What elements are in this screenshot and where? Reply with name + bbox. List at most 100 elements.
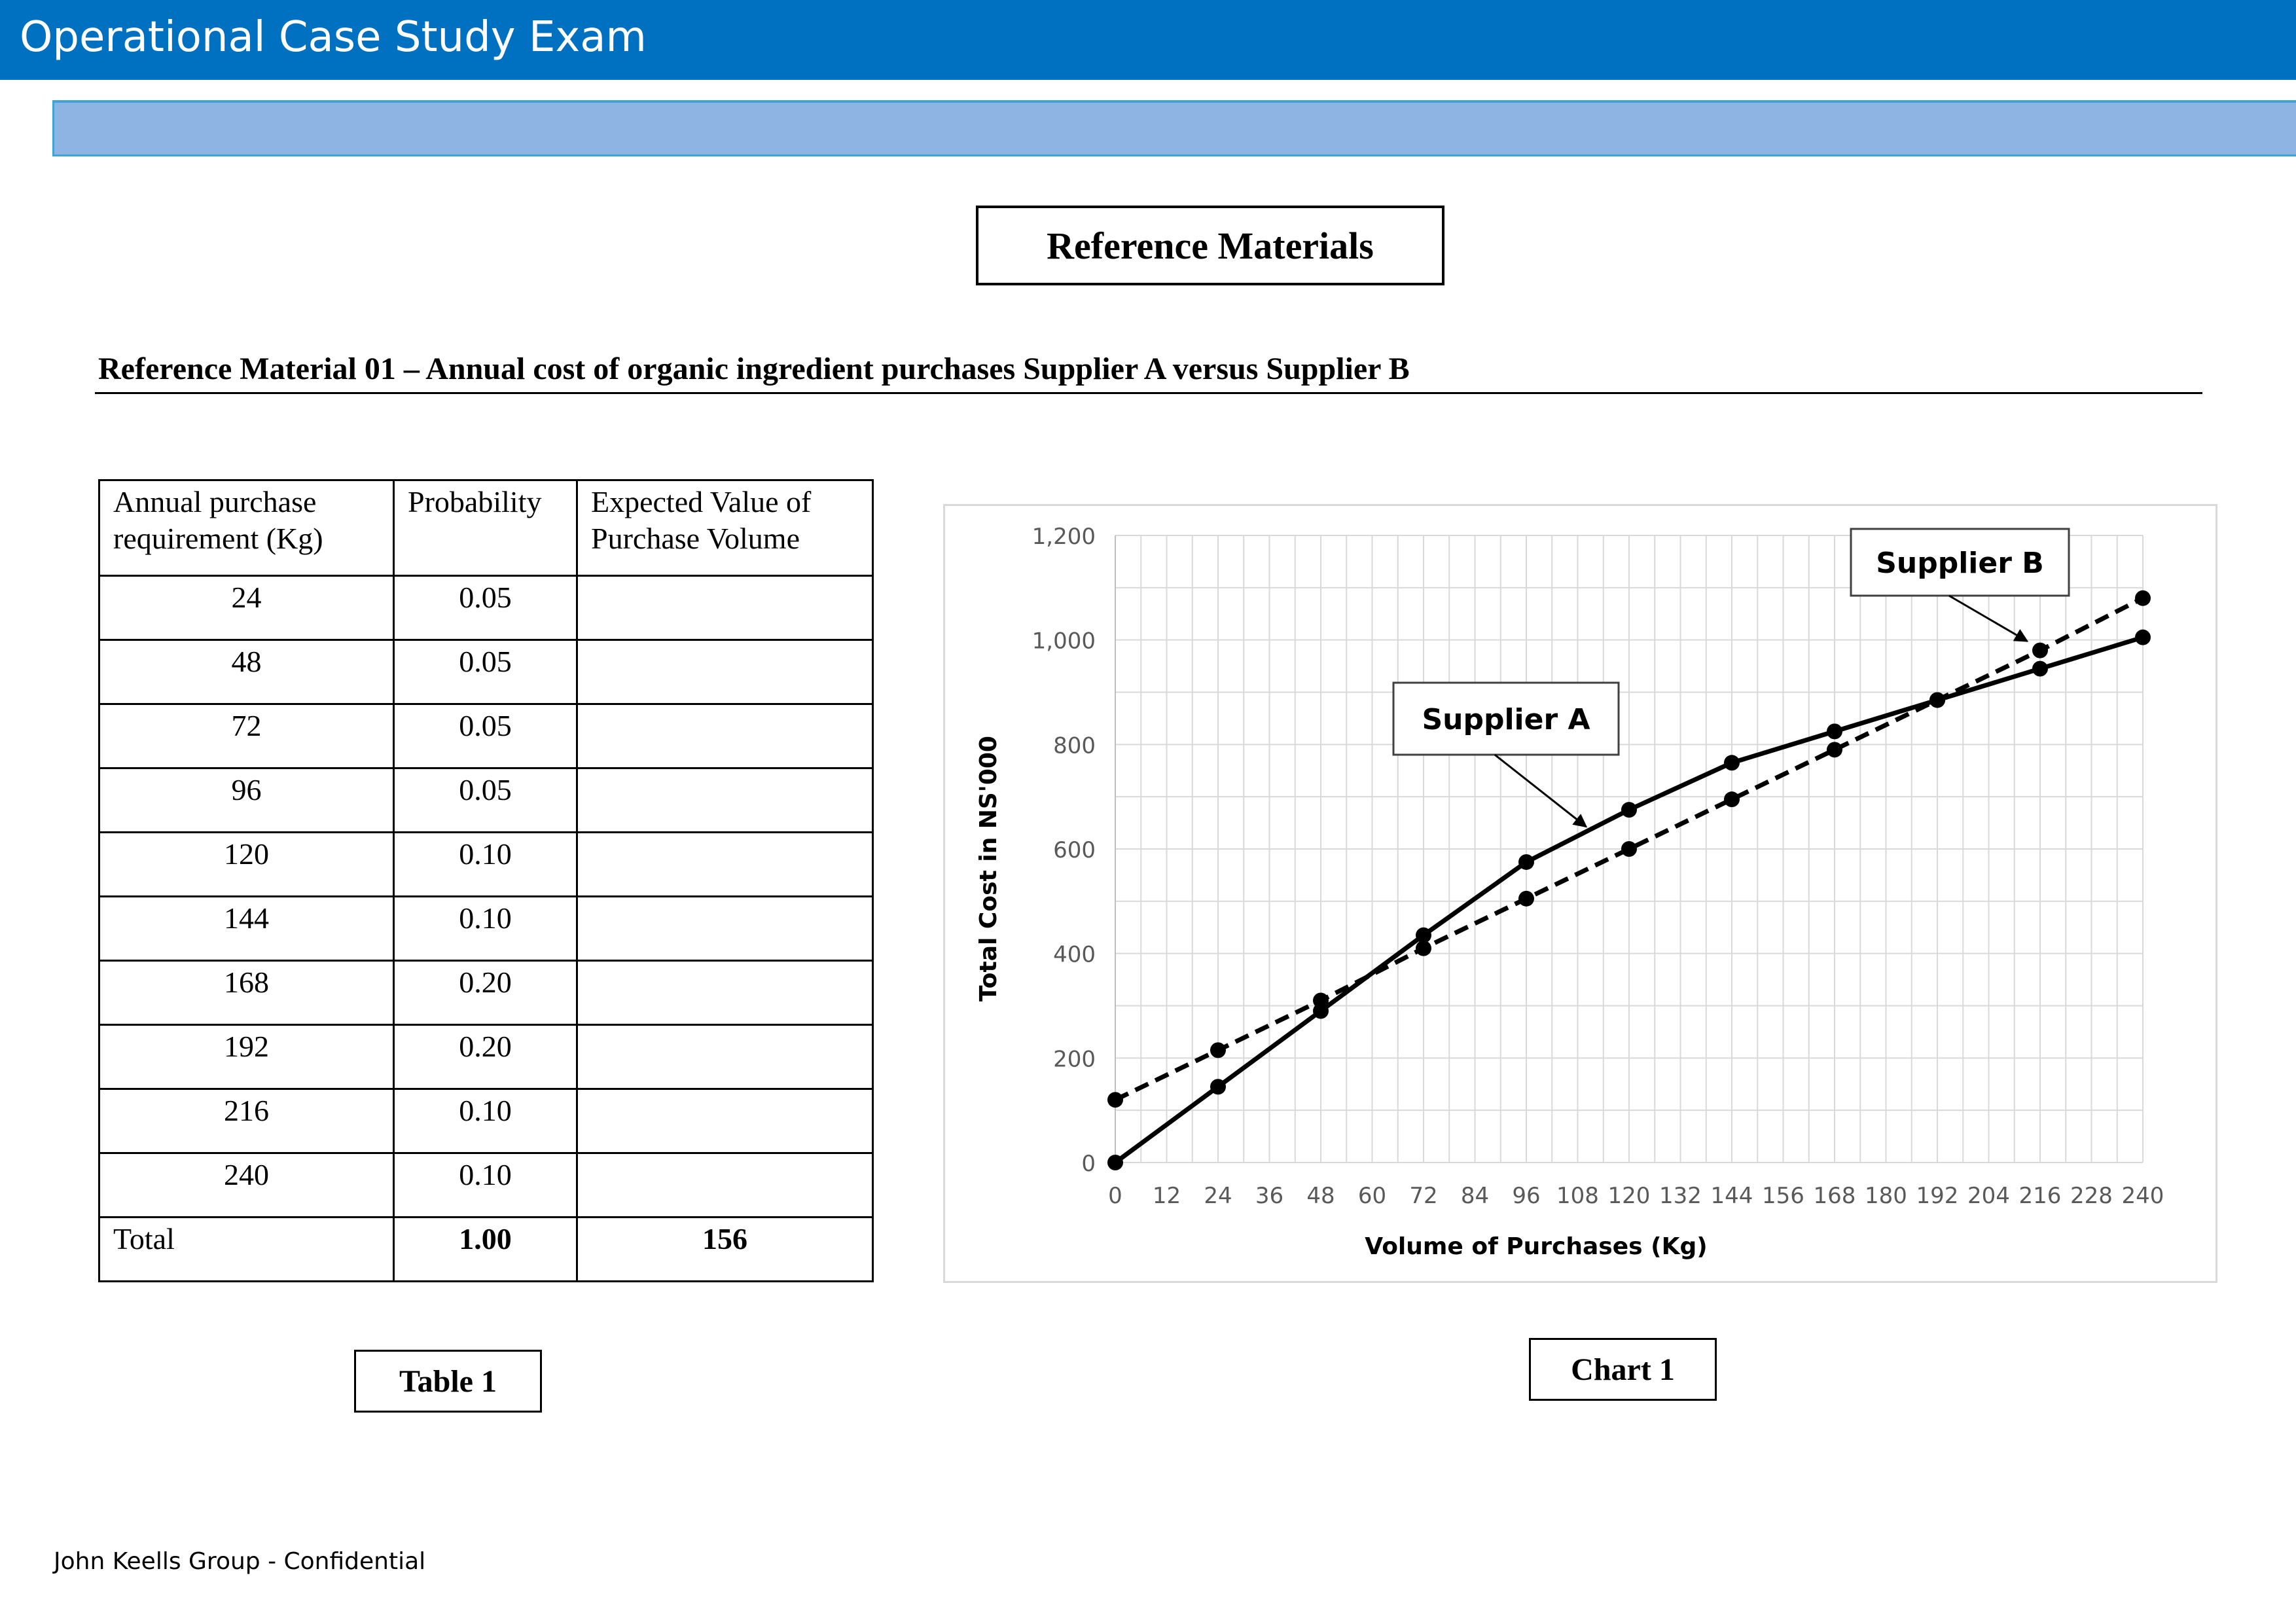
probability-table: Annual purchase requirement (Kg) Probabi… [98, 479, 874, 1282]
y-tick-label: 1,200 [1032, 524, 1096, 550]
x-tick-label: 192 [1916, 1183, 1959, 1209]
table-row: 240 0.10 [98, 1152, 874, 1218]
annotation-supplier-a-label: Supplier A [1422, 703, 1590, 736]
row-probability: 0.10 [393, 831, 578, 897]
data-point-supplier-b [1827, 742, 1842, 758]
x-tick-label: 84 [1461, 1183, 1489, 1209]
page-title: Operational Case Study Exam [20, 13, 647, 62]
sub-banner [52, 100, 2296, 156]
footer-confidential: John Keells Group - Confidential [54, 1548, 426, 1575]
row-expected-value [576, 895, 874, 962]
data-point-supplier-a [1107, 1155, 1123, 1170]
x-tick-label: 132 [1659, 1183, 1702, 1209]
row-kg: 48 [98, 639, 395, 705]
row-kg: 144 [98, 895, 395, 962]
data-point-supplier-a [2032, 660, 2048, 677]
data-point-supplier-b [1724, 791, 1740, 808]
row-expected-value [576, 1152, 874, 1218]
data-point-supplier-b [1518, 890, 1534, 907]
x-tick-label: 120 [1608, 1183, 1651, 1209]
row-probability: 0.10 [393, 1088, 578, 1154]
table-row: 216 0.10 [98, 1088, 874, 1154]
row-expected-value [576, 1024, 874, 1090]
annotation-supplier-b-arrow [1948, 594, 2029, 642]
x-tick-label: 156 [1762, 1183, 1804, 1209]
x-tick-label: 48 [1306, 1183, 1335, 1209]
y-tick-label: 200 [1053, 1046, 1096, 1072]
row-probability: 0.05 [393, 767, 578, 833]
x-tick-label: 0 [1108, 1183, 1122, 1209]
x-tick-label: 204 [1967, 1183, 2010, 1209]
data-point-supplier-b [1621, 841, 1637, 857]
y-tick-label: 0 [1081, 1151, 1096, 1177]
annotation-supplier-b-box [1850, 528, 2070, 597]
annotation-supplier-a-box [1392, 681, 1620, 756]
data-point-supplier-b [1929, 692, 1945, 708]
data-point-supplier-b [1107, 1092, 1123, 1108]
header-kg: Annual purchase requirement (Kg) [98, 479, 395, 577]
x-tick-label: 72 [1409, 1183, 1437, 1209]
table-header-row: Annual purchase requirement (Kg) Probabi… [98, 479, 874, 577]
header-expected-value: Expected Value of Purchase Volume [576, 479, 874, 577]
row-expected-value [576, 575, 874, 641]
data-point-supplier-b [1210, 1042, 1226, 1058]
data-point-supplier-b [1416, 940, 1431, 956]
x-tick-label: 240 [2122, 1183, 2164, 1209]
row-kg: 24 [98, 575, 395, 641]
row-probability: 0.05 [393, 639, 578, 705]
series-line-supplier-b [1114, 596, 2144, 1102]
row-kg: 168 [98, 960, 395, 1026]
table-row: 24 0.05 [98, 575, 874, 641]
table-total-row: Total 1.00 156 [98, 1216, 874, 1282]
data-point-supplier-a [1621, 802, 1637, 818]
x-tick-label: 36 [1255, 1183, 1283, 1209]
data-point-supplier-b [1313, 992, 1329, 1009]
x-tick-label: 24 [1204, 1183, 1232, 1209]
row-expected-value [576, 1088, 874, 1154]
line-chart: 0 200 400 600 800 1,000 1,200 0 12 24 36 48 60 72 84 96… [975, 524, 2164, 1260]
row-expected-value [576, 831, 874, 897]
row-expected-value [576, 767, 874, 833]
table-row: 96 0.05 [98, 767, 874, 833]
y-axis-title: Total Cost in NS'000 [975, 736, 1002, 1001]
data-point-supplier-a [2135, 629, 2151, 645]
x-tick-label: 216 [2019, 1183, 2062, 1209]
row-kg: 72 [98, 703, 395, 769]
table-row: 120 0.10 [98, 831, 874, 897]
row-expected-value [576, 639, 874, 705]
total-label: Total [98, 1216, 395, 1282]
x-tick-label: 144 [1711, 1183, 1753, 1209]
x-tick-label: 96 [1512, 1183, 1540, 1209]
x-tick-label: 108 [1556, 1183, 1599, 1209]
row-expected-value [576, 960, 874, 1026]
row-probability: 0.05 [393, 703, 578, 769]
row-kg: 240 [98, 1152, 395, 1218]
x-tick-label: 180 [1865, 1183, 1907, 1209]
x-tick-label: 12 [1153, 1183, 1181, 1209]
data-point-supplier-a [1210, 1079, 1226, 1095]
data-point-supplier-a [1518, 854, 1534, 870]
x-tick-label: 228 [2070, 1183, 2113, 1209]
table-row: 168 0.20 [98, 960, 874, 1026]
row-probability: 0.05 [393, 575, 578, 641]
reference-materials-box: Reference Materials [976, 206, 1444, 285]
row-kg: 120 [98, 831, 395, 897]
annotation-supplier-a-arrow [1494, 753, 1588, 828]
data-point-supplier-b [2135, 590, 2151, 606]
section-divider [95, 392, 2202, 394]
y-tick-label: 600 [1053, 837, 1096, 863]
header-bar: Operational Case Study Exam [0, 0, 2296, 80]
header-probability: Probability [393, 479, 578, 577]
table-row: 144 0.10 [98, 895, 874, 962]
row-expected-value [576, 703, 874, 769]
table-caption: Table 1 [354, 1350, 542, 1413]
data-point-supplier-b [2032, 642, 2048, 659]
row-kg: 216 [98, 1088, 395, 1154]
data-point-supplier-a [1827, 723, 1842, 740]
y-tick-label: 800 [1053, 732, 1096, 759]
chart-frame: 0 200 400 600 800 1,000 1,200 0 12 24 36 48 60 72 84 96… [943, 504, 2217, 1283]
annotation-supplier-b-label: Supplier B [1876, 547, 2044, 580]
row-kg: 192 [98, 1024, 395, 1090]
row-probability: 0.10 [393, 1152, 578, 1218]
row-kg: 96 [98, 767, 395, 833]
